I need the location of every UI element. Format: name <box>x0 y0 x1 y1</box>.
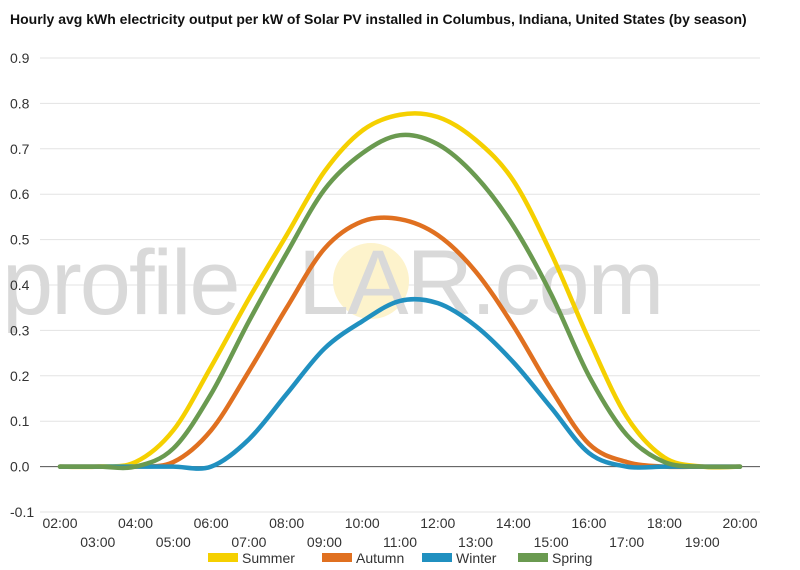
series-line-winter <box>57 296 743 471</box>
series-layer <box>57 111 743 471</box>
series-line-autumn <box>57 215 743 470</box>
x-tick-label: 07:00 <box>231 534 266 550</box>
legend-label: Winter <box>456 550 497 566</box>
y-tick-label: 0.6 <box>10 186 30 202</box>
legend-item-autumn[interactable]: Autumn <box>322 550 404 566</box>
x-tick-label: 10:00 <box>345 515 380 531</box>
legend-swatch <box>518 553 548 562</box>
legend[interactable]: Summer Autumn Winter Spring <box>208 550 592 566</box>
legend-label: Spring <box>552 550 592 566</box>
y-tick-label: 0.1 <box>10 413 30 429</box>
legend-label: Autumn <box>356 550 404 566</box>
x-tick-label: 11:00 <box>383 534 417 550</box>
watermark-text: profileSLAR.com <box>2 232 662 334</box>
y-tick-label: 0.9 <box>10 50 30 66</box>
x-tick-label: 09:00 <box>307 534 342 550</box>
x-tick-label: 17:00 <box>609 534 644 550</box>
legend-swatch <box>422 553 452 562</box>
y-tick-label: -0.1 <box>10 504 34 520</box>
legend-item-spring[interactable]: Spring <box>518 550 592 566</box>
x-tick-label: 02:00 <box>42 515 77 531</box>
x-tick-label: 19:00 <box>685 534 720 550</box>
x-tick-label: 06:00 <box>194 515 229 531</box>
grid-layer <box>40 57 760 513</box>
watermark: profileSLAR.com <box>2 232 664 334</box>
x-tick-label: 04:00 <box>118 515 153 531</box>
y-tick-label: 0.8 <box>10 95 30 111</box>
x-tick-label: 14:00 <box>496 515 531 531</box>
legend-item-winter[interactable]: Winter <box>422 550 497 566</box>
x-tick-label: 13:00 <box>458 534 493 550</box>
x-tick-label: 16:00 <box>571 515 606 531</box>
x-tick-label: 18:00 <box>647 515 682 531</box>
watermark-sun-icon <box>333 243 409 319</box>
legend-label: Summer <box>242 550 295 566</box>
legend-swatch <box>208 553 238 562</box>
legend-item-summer[interactable]: Summer <box>208 550 295 566</box>
y-tick-label: 0.0 <box>10 459 30 475</box>
x-tick-label: 15:00 <box>534 534 569 550</box>
y-tick-label: 0.2 <box>10 368 30 384</box>
x-tick-label: 03:00 <box>80 534 115 550</box>
chart-title: Hourly avg kWh electricity output per kW… <box>10 11 747 27</box>
y-tick-label: 0.3 <box>10 322 30 338</box>
x-tick-label: 20:00 <box>722 515 757 531</box>
y-tick-label: 0.7 <box>10 141 30 157</box>
legend-swatch <box>322 553 352 562</box>
y-tick-label: 0.4 <box>10 277 30 293</box>
series-line-summer <box>57 111 743 470</box>
x-tick-label: 05:00 <box>156 534 191 550</box>
y-tick-label: 0.5 <box>10 232 30 248</box>
series-line-spring <box>57 132 743 471</box>
x-tick-label: 08:00 <box>269 515 304 531</box>
x-tick-label: 12:00 <box>420 515 455 531</box>
